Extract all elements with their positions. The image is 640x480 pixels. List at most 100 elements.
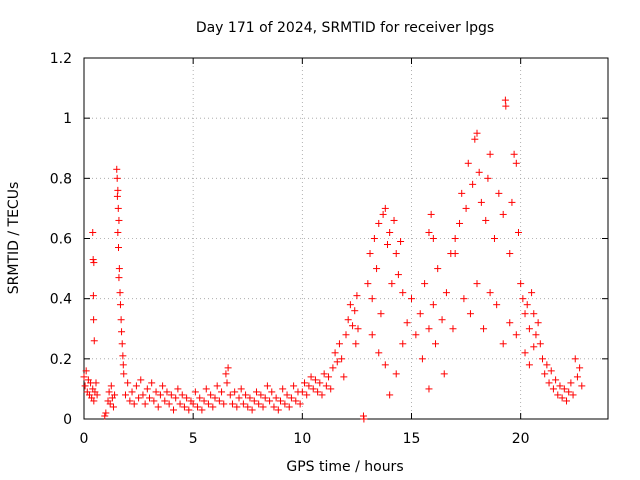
data-point: [495, 189, 503, 197]
data-point: [113, 174, 121, 182]
data-point: [266, 397, 274, 405]
data-point: [228, 400, 236, 408]
data-point: [392, 250, 400, 258]
data-point: [211, 394, 219, 402]
data-point: [460, 295, 468, 303]
data-point: [425, 385, 433, 393]
data-point: [311, 376, 319, 384]
data-point: [519, 295, 527, 303]
data-point: [80, 373, 88, 381]
data-point: [102, 409, 110, 417]
data-point: [242, 391, 250, 399]
data-point: [287, 394, 295, 402]
data-point: [486, 289, 494, 297]
data-point: [194, 403, 202, 411]
data-point: [547, 367, 555, 375]
data-point: [506, 319, 514, 327]
data-point: [239, 400, 247, 408]
data-point: [268, 388, 276, 396]
data-point: [124, 379, 132, 387]
data-point: [107, 382, 115, 390]
data-point: [560, 385, 568, 393]
y-tick-label: 1.2: [50, 51, 72, 67]
data-point: [137, 376, 145, 384]
data-point: [119, 352, 127, 360]
data-point: [167, 391, 175, 399]
data-point: [178, 391, 186, 399]
data-point: [333, 358, 341, 366]
data-point: [508, 198, 516, 206]
data-point: [90, 337, 98, 345]
data-point: [530, 343, 538, 351]
data-point: [523, 301, 531, 309]
data-point: [244, 403, 252, 411]
data-point: [567, 379, 575, 387]
data-point: [403, 319, 411, 327]
data-point: [536, 340, 544, 348]
data-point: [510, 150, 518, 158]
x-axis-label: GPS time / hours: [286, 459, 403, 475]
data-point: [394, 271, 402, 279]
data-point: [573, 373, 581, 381]
data-point: [325, 373, 333, 381]
y-tick-label: 0.8: [50, 171, 72, 187]
data-point: [425, 228, 433, 236]
data-point: [501, 96, 509, 104]
data-point: [298, 388, 306, 396]
data-point: [261, 394, 269, 402]
data-point: [200, 397, 208, 405]
data-point: [366, 250, 374, 258]
data-point: [482, 216, 490, 224]
data-point: [250, 397, 258, 405]
data-point: [412, 331, 420, 339]
data-point: [549, 385, 557, 393]
data-point: [115, 274, 123, 282]
data-point: [115, 216, 123, 224]
data-point: [148, 379, 156, 387]
data-point: [139, 391, 147, 399]
data-point: [440, 370, 448, 378]
data-point: [314, 388, 322, 396]
data-point: [82, 367, 90, 375]
data-point: [207, 391, 215, 399]
data-point: [418, 355, 426, 363]
data-point: [218, 388, 226, 396]
data-point: [89, 292, 97, 300]
data-point: [159, 382, 167, 390]
data-point: [429, 235, 437, 242]
y-tick-label: 0.6: [50, 232, 72, 248]
data-point: [543, 361, 551, 369]
data-point: [116, 301, 124, 309]
data-point: [344, 316, 352, 324]
data-point: [421, 280, 429, 288]
data-point: [172, 394, 180, 402]
data-point: [353, 292, 361, 300]
data-point: [114, 244, 122, 252]
data-point: [360, 415, 368, 423]
data-point: [534, 319, 542, 327]
data-point: [272, 394, 280, 402]
data-point: [111, 391, 119, 399]
data-point: [375, 219, 383, 227]
data-point: [373, 265, 381, 273]
data-point: [189, 400, 197, 408]
data-point: [274, 406, 282, 414]
data-point: [196, 394, 204, 402]
data-point: [248, 406, 256, 414]
data-point: [352, 340, 360, 348]
x-tick-label: 5: [189, 431, 198, 447]
data-point: [191, 388, 199, 396]
data-point: [364, 280, 372, 288]
data-point: [220, 400, 228, 408]
data-point: [215, 397, 223, 405]
data-point: [309, 385, 317, 393]
data-point: [466, 310, 474, 318]
data-point: [338, 355, 346, 363]
data-point: [204, 400, 212, 408]
data-point: [451, 250, 459, 258]
data-point: [512, 331, 520, 339]
data-point: [486, 150, 494, 158]
data-point: [281, 400, 289, 408]
data-point: [327, 385, 335, 393]
data-point: [340, 373, 348, 381]
